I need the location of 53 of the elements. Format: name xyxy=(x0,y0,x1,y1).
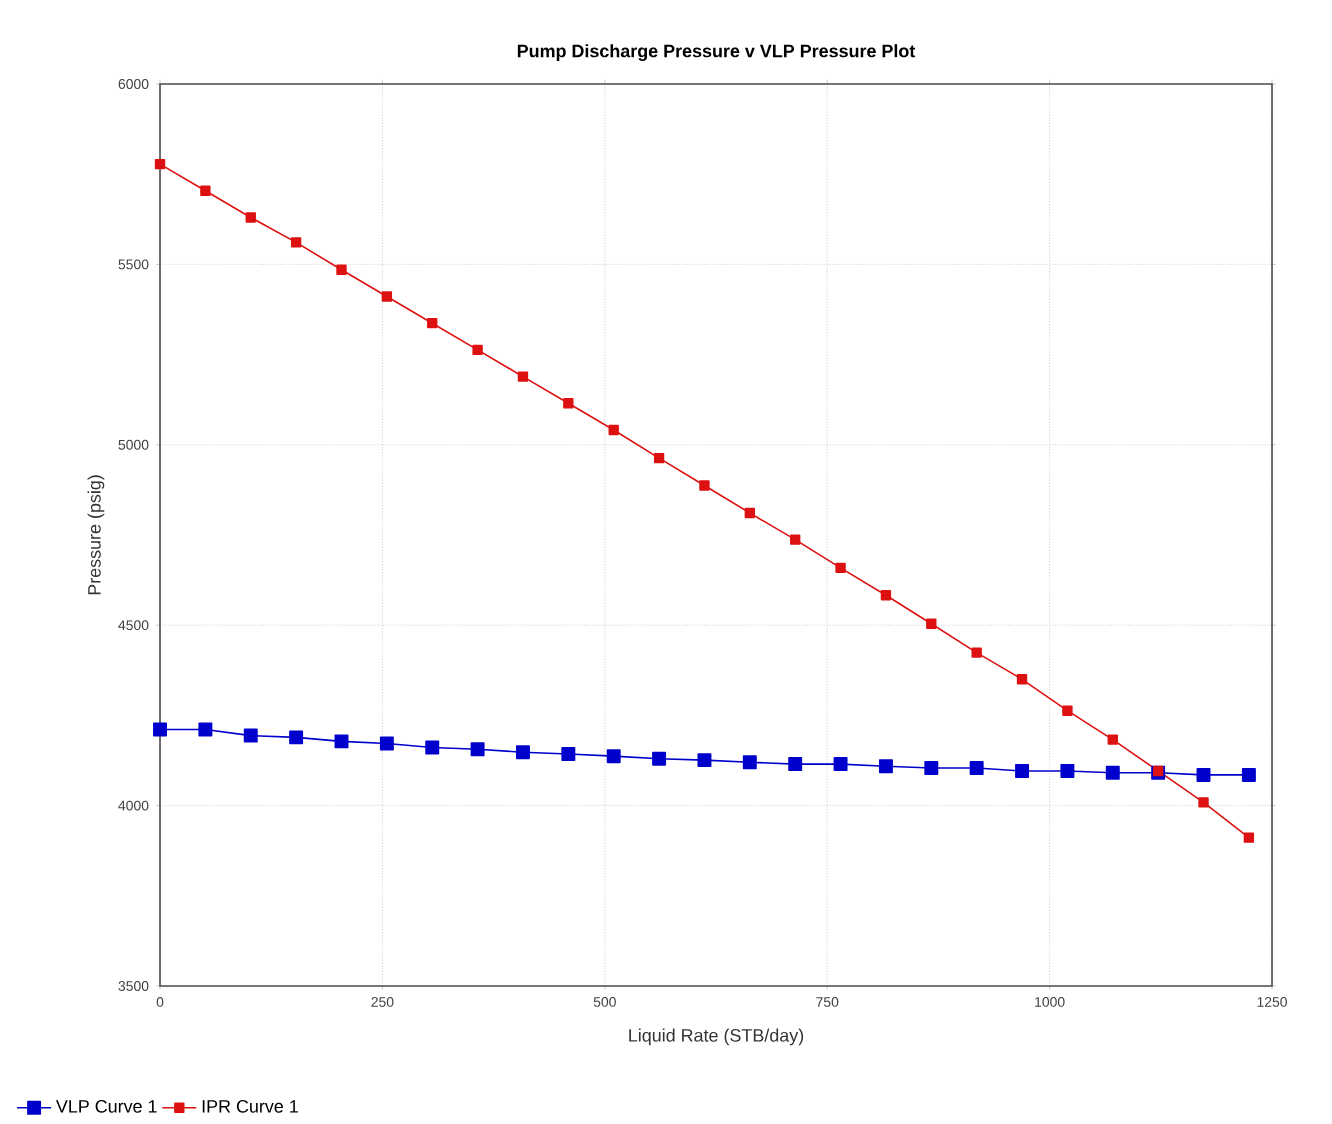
point xyxy=(835,562,846,574)
point xyxy=(1107,734,1118,745)
point xyxy=(699,480,710,491)
point xyxy=(652,751,667,766)
point xyxy=(243,728,258,743)
point xyxy=(878,759,893,774)
point xyxy=(1105,766,1120,780)
point xyxy=(1060,764,1075,779)
point xyxy=(336,264,347,276)
point xyxy=(517,371,529,383)
point xyxy=(1241,768,1256,783)
point xyxy=(606,749,621,764)
point xyxy=(742,755,757,770)
point xyxy=(381,291,393,302)
point xyxy=(788,757,803,772)
point xyxy=(472,344,483,356)
point xyxy=(924,761,939,776)
point xyxy=(697,753,712,768)
point xyxy=(515,745,530,760)
point xyxy=(1196,768,1211,783)
point xyxy=(290,237,302,248)
point xyxy=(245,212,256,223)
point xyxy=(198,722,213,737)
point xyxy=(200,185,211,197)
point xyxy=(563,398,574,409)
point xyxy=(334,734,349,749)
point xyxy=(1016,674,1028,685)
point xyxy=(379,736,394,751)
point xyxy=(971,647,982,659)
point xyxy=(880,590,892,601)
chart-title: Pump Discharge Pressure v VLP Pressure Plot xyxy=(517,44,916,62)
point xyxy=(1015,764,1030,779)
legend-label: IPR Curve 1 xyxy=(202,1100,298,1113)
y-axis-title: Pressure (psig) xyxy=(87,475,105,595)
point xyxy=(744,508,755,519)
point xyxy=(926,618,937,630)
point xyxy=(1243,832,1255,844)
point xyxy=(153,722,167,737)
point xyxy=(425,740,440,755)
point xyxy=(1198,797,1209,808)
x-axis-title: Liquid Rate (STB/day) xyxy=(629,1028,804,1046)
point xyxy=(289,730,304,745)
point xyxy=(561,747,576,762)
point xyxy=(969,761,984,776)
point xyxy=(653,453,665,464)
point xyxy=(470,742,485,757)
point xyxy=(833,757,848,772)
point xyxy=(790,534,801,546)
point xyxy=(154,159,166,170)
point xyxy=(1062,705,1073,717)
point xyxy=(608,425,619,436)
legend-label: VLP Curve 1 xyxy=(55,1100,157,1113)
point xyxy=(427,318,438,329)
